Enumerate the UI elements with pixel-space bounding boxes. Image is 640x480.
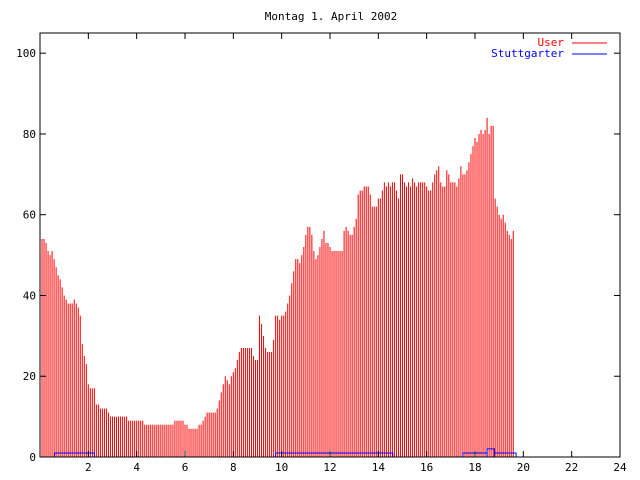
user-bars	[39, 117, 514, 457]
legend-user-label: User	[538, 36, 565, 49]
y-tick-label: 60	[23, 209, 36, 222]
y-tick-label: 40	[23, 289, 36, 302]
x-tick-label: 22	[565, 461, 578, 474]
legend: User Stuttgarter	[491, 36, 607, 60]
x-tick-label: 6	[182, 461, 189, 474]
x-tick-label: 4	[133, 461, 140, 474]
x-tick-label: 8	[230, 461, 237, 474]
x-tick-label: 12	[323, 461, 336, 474]
y-tick-label: 0	[29, 451, 36, 464]
x-tick-label: 20	[517, 461, 530, 474]
x-tick-label: 16	[420, 461, 433, 474]
x-tick-label: 18	[468, 461, 481, 474]
x-tick-label: 14	[372, 461, 386, 474]
y-tick-label: 20	[23, 370, 36, 383]
stuttgarter-line	[40, 448, 620, 458]
legend-stuttgarter-label: Stuttgarter	[491, 47, 564, 60]
chart-title: Montag 1. April 2002	[265, 10, 397, 23]
y-tick-label: 100	[16, 47, 36, 60]
y-tick-label: 80	[23, 128, 36, 141]
x-tick-label: 2	[85, 461, 92, 474]
x-tick-label: 24	[613, 461, 627, 474]
stuttgarter-series	[40, 448, 620, 458]
x-tick-label: 10	[275, 461, 288, 474]
